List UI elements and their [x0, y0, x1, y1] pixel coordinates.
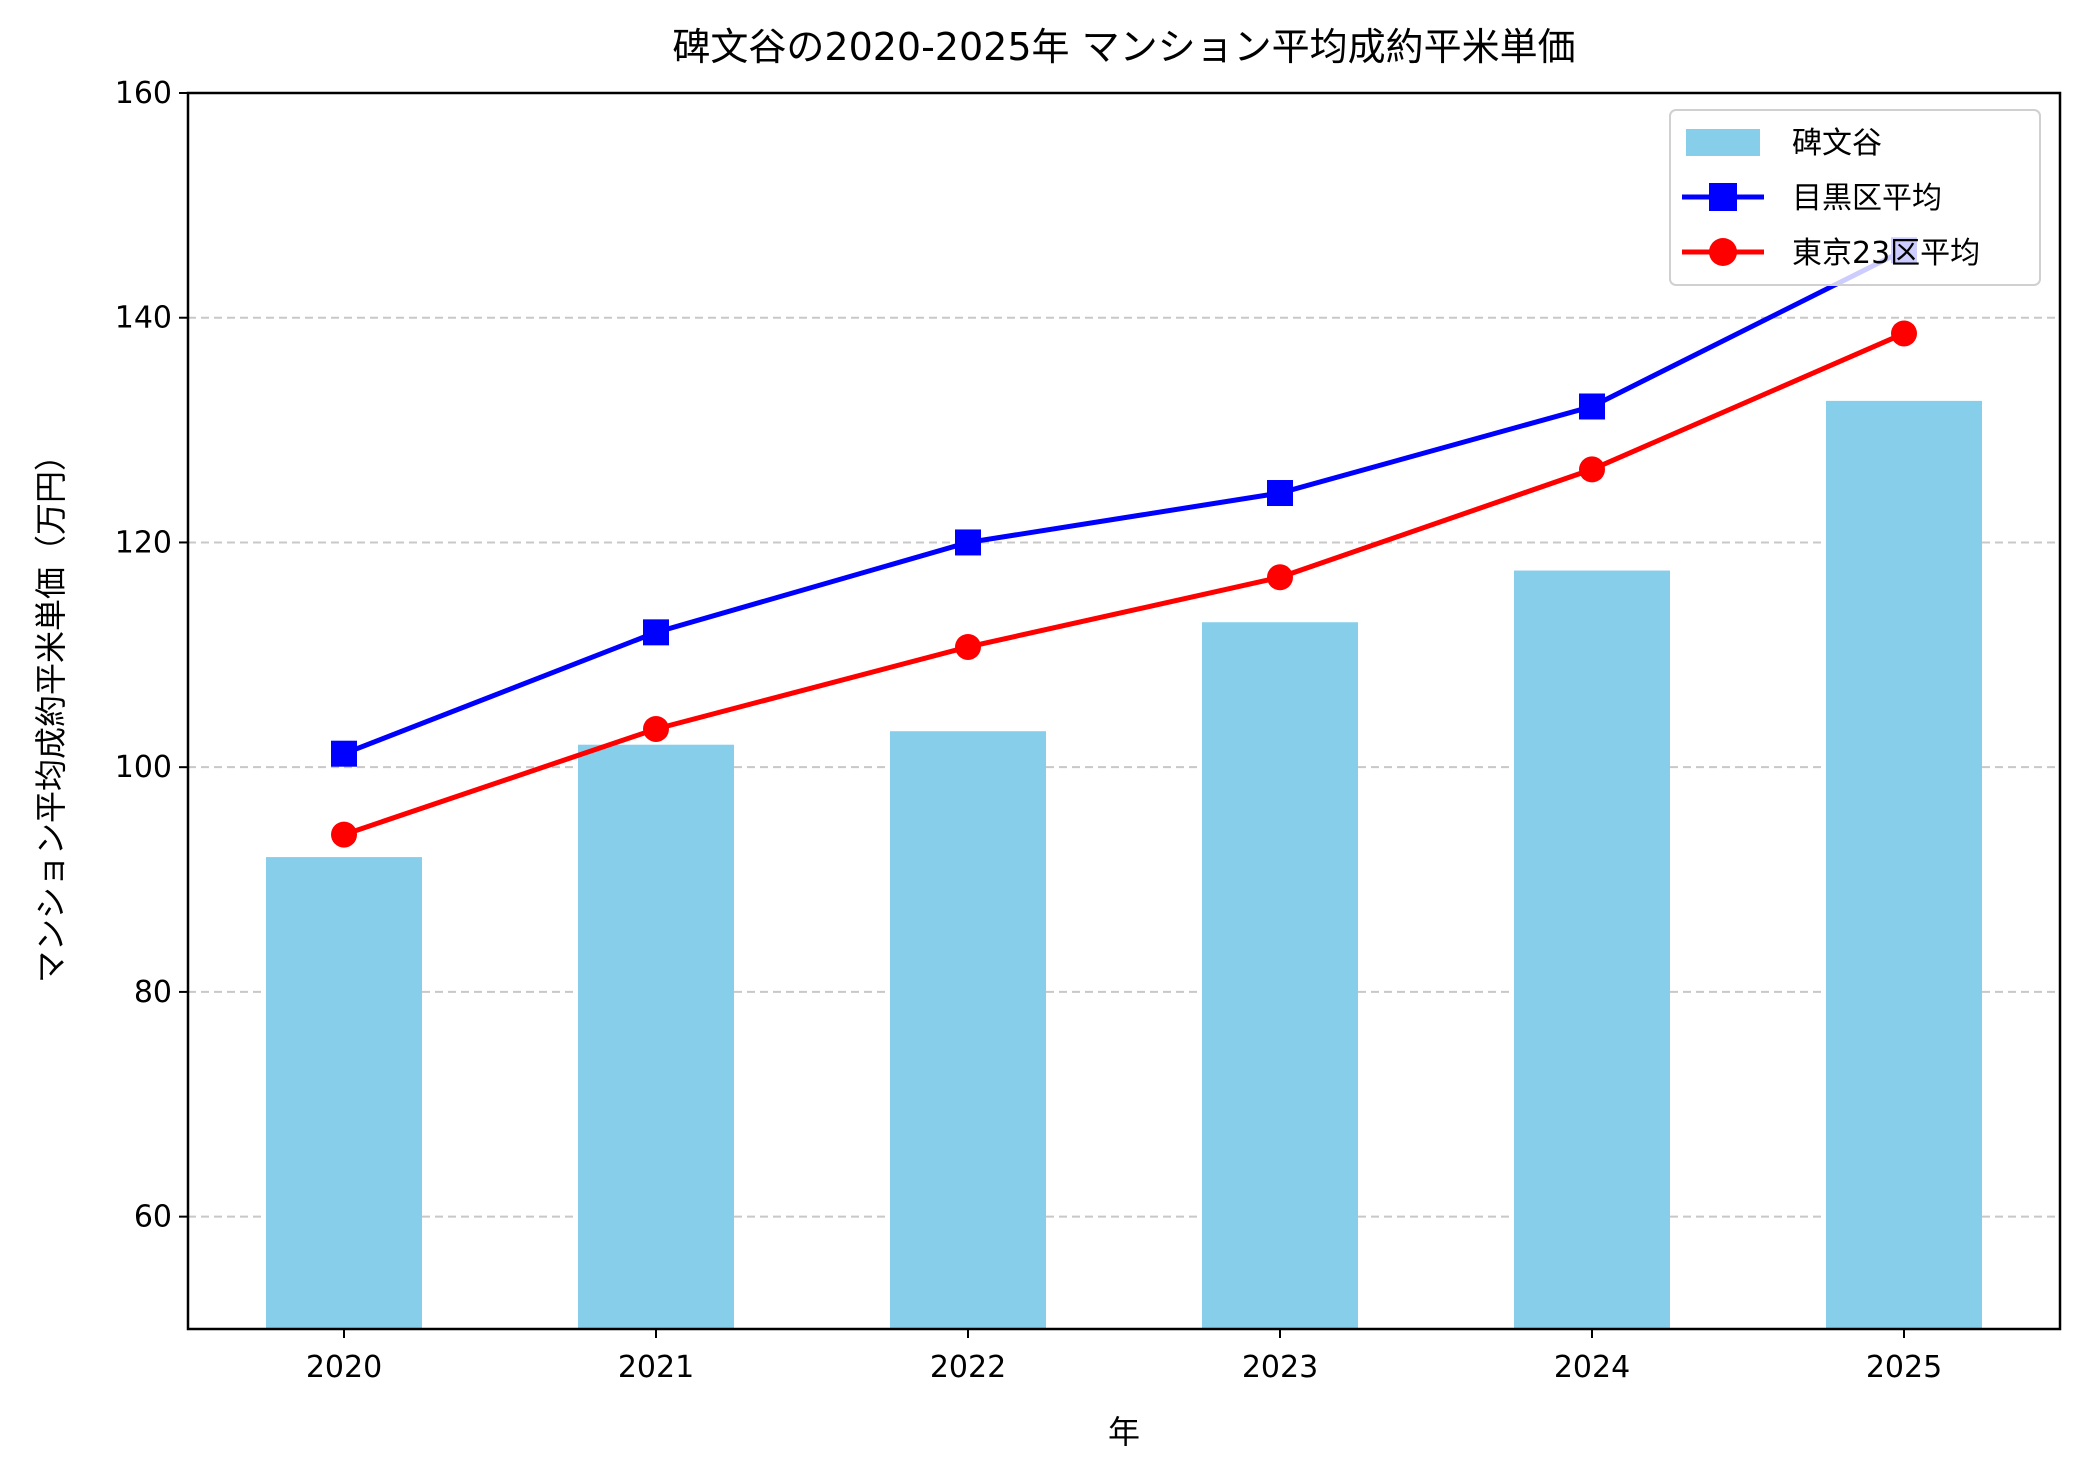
y-tick-label: 160: [115, 76, 172, 111]
point-marker: [1267, 564, 1293, 591]
bar: [1826, 400, 1982, 1330]
grid: [188, 316, 2060, 1218]
y-axis: 60 80 100 120 140 160: [115, 76, 188, 1235]
bar: [266, 857, 422, 1329]
point-marker: [643, 619, 669, 646]
point-marker: [1579, 393, 1605, 420]
x-tick-label: 2022: [930, 1350, 1006, 1385]
chart-title: 碑文谷の2020-2025年 マンション平均成約平米単価: [672, 25, 1575, 69]
bar: [578, 744, 734, 1329]
x-tick-label: 2020: [306, 1350, 382, 1385]
y-tick-label: 60: [134, 1200, 172, 1235]
y-tick-label: 120: [115, 525, 172, 560]
bar: [1202, 622, 1358, 1329]
point-marker: [1891, 320, 1917, 347]
point-marker: [1579, 456, 1605, 483]
point-marker: [1267, 480, 1293, 507]
series-line: [343, 331, 1905, 837]
legend-marker: [1709, 183, 1737, 211]
point-marker: [331, 821, 357, 848]
bar: [890, 731, 1046, 1329]
point-marker: [643, 715, 669, 742]
x-axis: 2020 2021 2022 2023 2024 2025: [306, 1329, 1942, 1385]
legend-label: 目黒区平均: [1792, 181, 1942, 216]
y-tick-label: 100: [115, 750, 172, 785]
x-tick-label: 2023: [1242, 1350, 1318, 1385]
bars: [266, 400, 1982, 1330]
x-tick-label: 2021: [618, 1350, 694, 1385]
x-axis-label: 年: [1108, 1413, 1140, 1451]
x-tick-label: 2024: [1554, 1350, 1630, 1385]
plot-frame: [186, 91, 2062, 1331]
bar: [1514, 570, 1670, 1329]
legend-bar-swatch: [1686, 129, 1760, 156]
y-tick-label: 80: [134, 975, 172, 1010]
x-tick-label: 2025: [1866, 1350, 1942, 1385]
series-line: [343, 248, 1906, 757]
point-marker: [955, 633, 981, 660]
legend-label: 碑文谷: [1792, 126, 1882, 161]
legend-box: [1669, 109, 2041, 286]
y-axis-label: マンション平均成約平米単価（万円）: [32, 439, 70, 983]
point-marker: [331, 740, 357, 767]
legend-marker: [1709, 238, 1737, 266]
point-marker: [955, 529, 981, 556]
legend-label: 東京23区平均: [1792, 236, 1980, 271]
y-tick-label: 140: [115, 301, 172, 336]
